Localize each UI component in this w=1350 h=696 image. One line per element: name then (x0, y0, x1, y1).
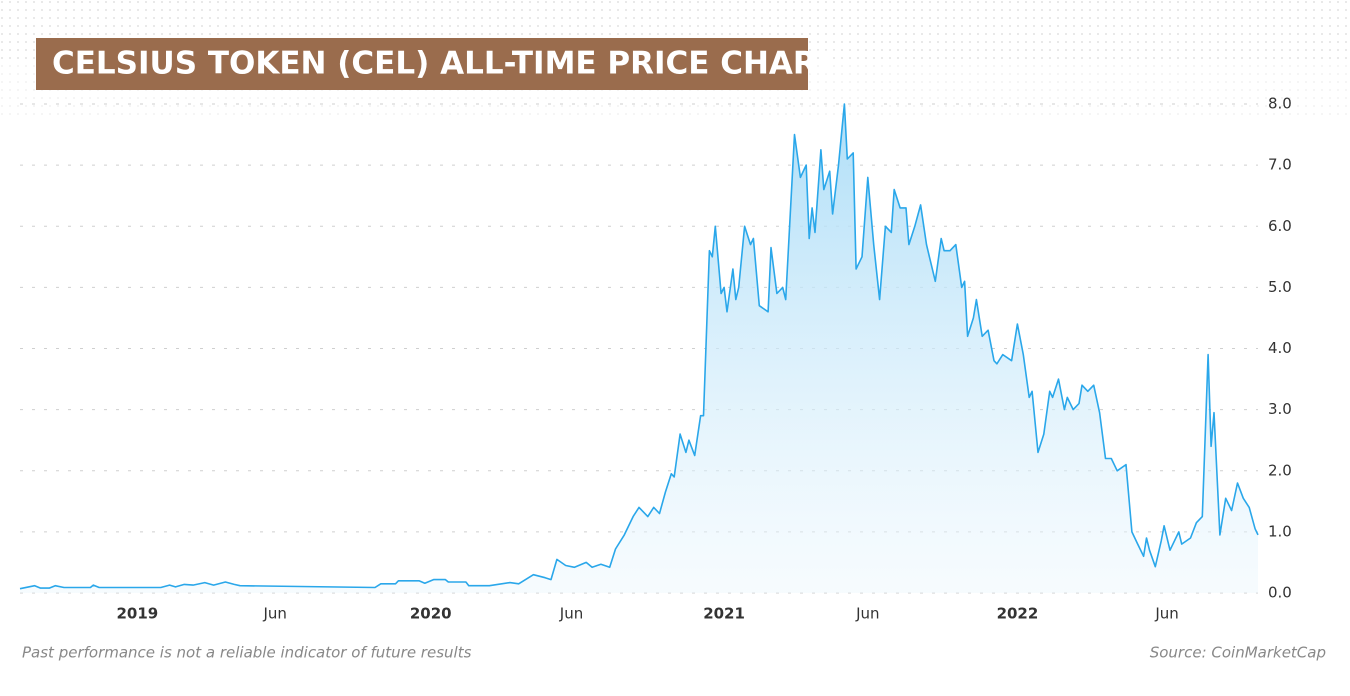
title-box (36, 38, 808, 90)
y-tick-label: 2.0 (1268, 461, 1292, 479)
x-tick-label: 2019 (116, 605, 158, 623)
x-tick-label: Jun (855, 605, 879, 623)
y-tick-label: 6.0 (1268, 217, 1292, 235)
y-tick-label: 3.0 (1268, 400, 1292, 418)
x-tick-label: Jun (263, 605, 287, 623)
y-tick-label: 8.0 (1268, 95, 1292, 113)
area (20, 104, 1258, 593)
x-tick-label: 2020 (410, 605, 452, 623)
y-tick-label: 5.0 (1268, 278, 1292, 296)
x-tick-label: Jun (559, 605, 583, 623)
y-tick-label: 7.0 (1268, 156, 1292, 174)
chart-title: CELSIUS TOKEN (CEL) ALL-TIME PRICE CHART (52, 46, 837, 82)
y-tick-label: 4.0 (1268, 339, 1292, 357)
price-line (19, 103, 1259, 590)
x-tick-label: 2021 (703, 605, 745, 623)
source: Source: CoinMarketCap (1150, 644, 1326, 662)
y-tick-label: 0.0 (1268, 584, 1292, 602)
y-tick-label: 1.0 (1268, 522, 1292, 540)
x-tick-label: 2022 (997, 605, 1039, 623)
x-tick-label: Jun (1154, 605, 1178, 623)
disclaimer: Past performance is not a reliable indic… (22, 644, 472, 662)
